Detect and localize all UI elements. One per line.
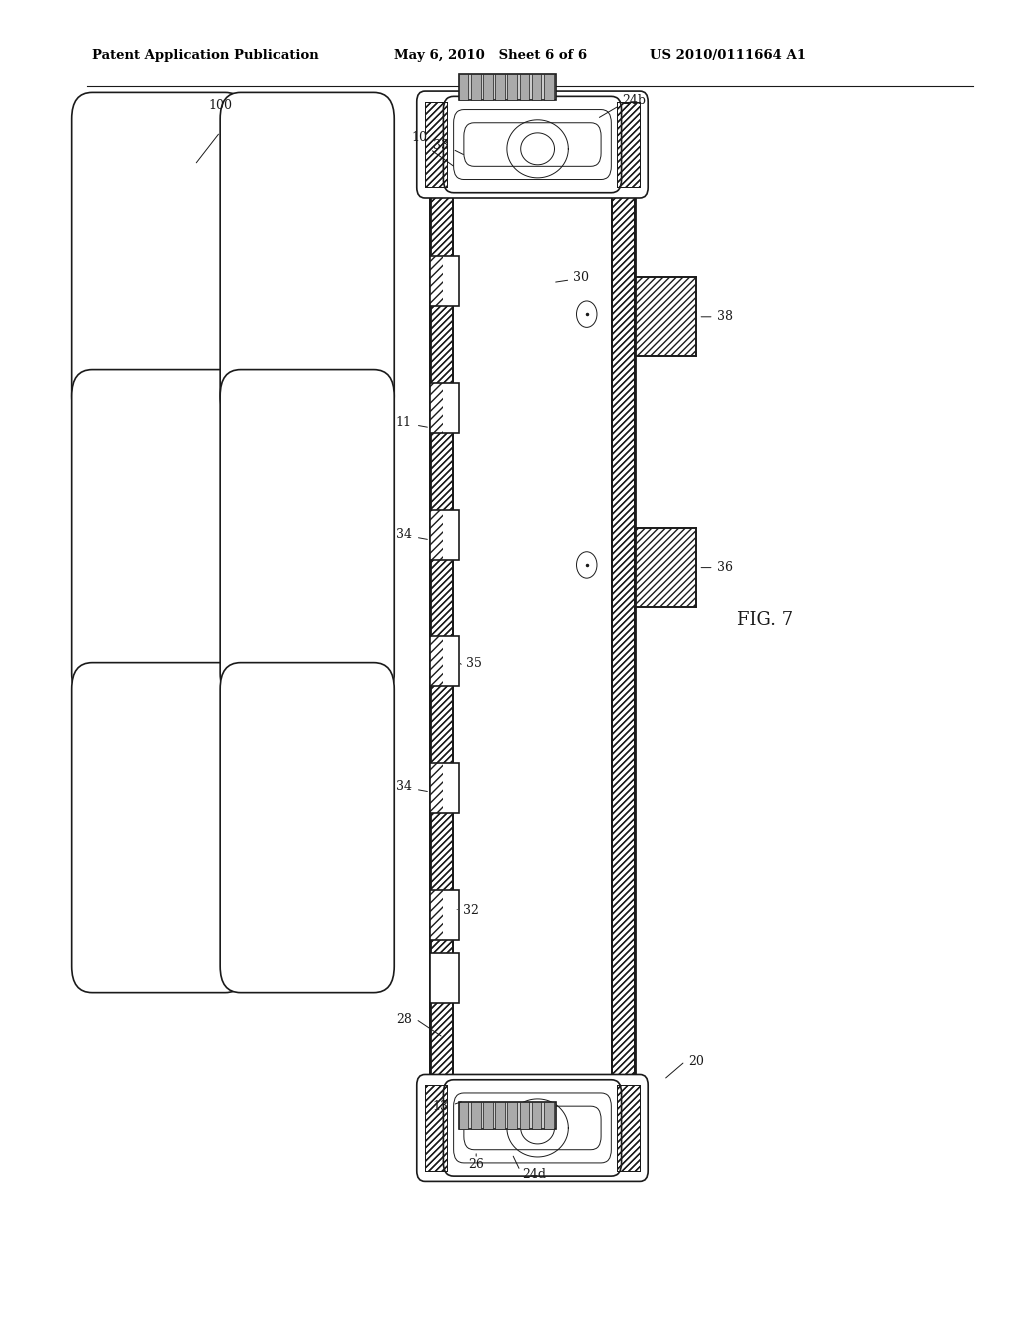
Text: May 6, 2010   Sheet 6 of 6: May 6, 2010 Sheet 6 of 6 [394,49,588,62]
Bar [635,277,696,356]
Bar [617,1085,640,1171]
Bar [544,74,554,100]
Bar [471,74,480,100]
Bar [617,1085,640,1171]
Bar [430,510,459,560]
Bar [425,102,447,187]
Bar [531,1102,542,1129]
Bar [430,636,443,686]
Bar [519,1102,529,1129]
Bar [430,510,443,560]
Bar [459,74,469,100]
Text: 10: 10 [412,131,428,144]
Bar [519,74,529,100]
Text: FIG. 7: FIG. 7 [737,611,794,630]
Text: 13: 13 [432,1100,449,1113]
FancyBboxPatch shape [417,91,648,198]
Text: 20: 20 [688,1055,705,1068]
Text: 11: 11 [395,416,412,429]
Bar [430,383,443,433]
Text: 30: 30 [573,271,590,284]
Text: 38: 38 [717,310,733,323]
Bar [617,102,640,187]
Bar [483,74,493,100]
Bar [430,636,459,686]
Bar [635,528,696,607]
Text: 24d: 24d [522,1168,546,1181]
Bar [425,1085,447,1171]
FancyBboxPatch shape [220,92,394,422]
Text: US 2010/0111664 A1: US 2010/0111664 A1 [650,49,806,62]
FancyBboxPatch shape [72,92,246,422]
FancyBboxPatch shape [72,663,246,993]
Text: 24b: 24b [623,94,646,107]
Circle shape [577,301,597,327]
Bar [617,102,640,187]
Bar [544,1102,554,1129]
Bar [635,277,696,356]
Bar [612,187,635,1085]
Bar [496,1102,505,1129]
Bar [430,187,453,1085]
Bar [459,74,556,100]
Bar [635,528,696,607]
Bar [425,1085,447,1171]
Bar [612,187,635,1085]
Text: 35: 35 [466,657,482,671]
FancyBboxPatch shape [220,663,394,993]
Circle shape [577,552,597,578]
Text: Patent Application Publication: Patent Application Publication [92,49,318,62]
Text: 36: 36 [717,561,733,574]
Text: 34: 34 [395,528,412,541]
Text: 34: 34 [395,780,412,793]
Bar [425,102,447,187]
Bar [430,763,443,813]
Text: 32: 32 [463,904,479,917]
Bar [430,256,459,306]
Text: 28: 28 [395,1012,412,1026]
Bar [508,74,517,100]
Bar [459,1102,556,1129]
Bar [425,102,447,187]
Bar [430,383,459,433]
Bar [430,187,453,1085]
Bar [459,1102,469,1129]
Text: 33: 33 [432,139,449,152]
Bar [430,187,453,1085]
Bar [430,953,459,1003]
Bar [483,1102,493,1129]
Bar [425,1085,447,1171]
FancyBboxPatch shape [417,1074,648,1181]
Bar [430,256,443,306]
Bar [508,1102,517,1129]
Text: 100: 100 [208,99,232,112]
Bar [430,890,459,940]
Bar [496,74,505,100]
Text: 26: 26 [468,1158,484,1171]
Bar [617,1085,640,1171]
Bar [617,102,640,187]
Bar [430,890,443,940]
Bar [471,1102,480,1129]
FancyBboxPatch shape [72,370,246,700]
Bar [612,187,635,1085]
Bar [430,187,635,1085]
Bar [430,763,459,813]
Bar [531,74,542,100]
FancyBboxPatch shape [220,370,394,700]
